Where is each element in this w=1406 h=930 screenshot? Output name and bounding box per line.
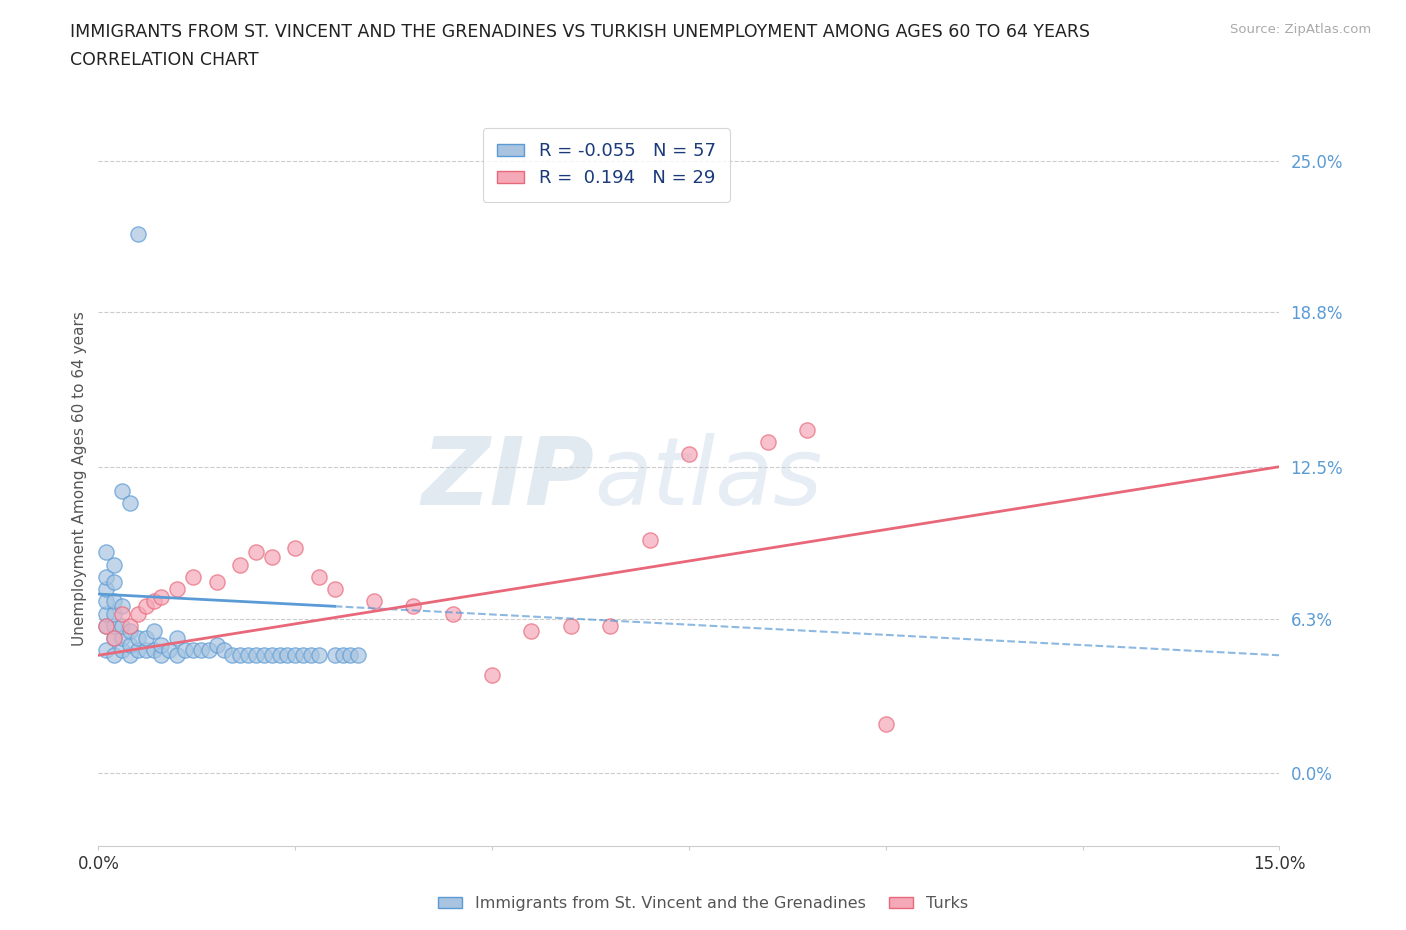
Point [150, 638, 173, 653]
Point [111, 618, 134, 633]
Point [118, 618, 141, 633]
Point [756, 435, 779, 450]
Text: IMMIGRANTS FROM ST. VINCENT AND THE GRENADINES VS TURKISH UNEMPLOYMENT AMONG AGE: IMMIGRANTS FROM ST. VINCENT AND THE GREN… [70, 23, 1090, 41]
Point [118, 638, 141, 653]
Legend: Immigrants from St. Vincent and the Grenadines, Turks: Immigrants from St. Vincent and the Gren… [432, 890, 974, 917]
Point [197, 643, 219, 658]
Point [308, 569, 330, 584]
Point [236, 648, 259, 663]
Point [229, 557, 252, 572]
Point [96, 618, 118, 633]
Point [260, 648, 283, 663]
Legend: R = -0.055   N = 57, R =  0.194   N = 29: R = -0.055 N = 57, R = 0.194 N = 29 [482, 128, 730, 202]
Text: atlas: atlas [595, 433, 823, 525]
Point [157, 643, 180, 658]
Point [245, 648, 267, 663]
Point [284, 540, 307, 555]
Point [127, 227, 149, 242]
Point [205, 575, 228, 590]
Text: ZIP: ZIP [422, 433, 595, 525]
Point [308, 648, 330, 663]
Point [103, 557, 125, 572]
Point [323, 648, 346, 663]
Point [796, 422, 818, 437]
Point [118, 623, 141, 638]
Point [103, 648, 125, 663]
Point [402, 599, 425, 614]
Point [214, 643, 236, 658]
Point [150, 648, 173, 663]
Point [560, 618, 582, 633]
Point [96, 594, 118, 609]
Point [260, 550, 283, 565]
Point [205, 638, 228, 653]
Text: Source: ZipAtlas.com: Source: ZipAtlas.com [1230, 23, 1371, 36]
Point [481, 668, 503, 683]
Point [111, 484, 134, 498]
Point [221, 648, 243, 663]
Point [135, 599, 157, 614]
Point [181, 643, 204, 658]
Point [111, 599, 134, 614]
Text: CORRELATION CHART: CORRELATION CHART [70, 51, 259, 69]
Point [103, 594, 125, 609]
Point [284, 648, 307, 663]
Point [135, 631, 157, 645]
Point [190, 643, 212, 658]
Point [174, 643, 197, 658]
Point [127, 606, 149, 621]
Point [127, 631, 149, 645]
Point [166, 582, 188, 597]
Point [245, 545, 267, 560]
Point [103, 575, 125, 590]
Point [875, 716, 897, 731]
Point [339, 648, 361, 663]
Point [347, 648, 370, 663]
Point [135, 643, 157, 658]
Point [111, 631, 134, 645]
Point [332, 648, 354, 663]
Point [96, 582, 118, 597]
Point [276, 648, 298, 663]
Point [96, 606, 118, 621]
Point [323, 582, 346, 597]
Point [103, 631, 125, 645]
Point [150, 589, 173, 604]
Point [103, 606, 125, 621]
Point [269, 648, 291, 663]
Point [111, 643, 134, 658]
Point [253, 648, 276, 663]
Point [127, 643, 149, 658]
Point [299, 648, 322, 663]
Y-axis label: Unemployment Among Ages 60 to 64 years: Unemployment Among Ages 60 to 64 years [72, 312, 87, 646]
Point [166, 631, 188, 645]
Point [142, 594, 165, 609]
Point [103, 631, 125, 645]
Point [292, 648, 315, 663]
Point [118, 496, 141, 511]
Point [166, 648, 188, 663]
Point [96, 618, 118, 633]
Point [229, 648, 252, 663]
Point [599, 618, 621, 633]
Point [363, 594, 385, 609]
Point [142, 623, 165, 638]
Point [111, 606, 134, 621]
Point [142, 643, 165, 658]
Point [103, 618, 125, 633]
Point [441, 606, 464, 621]
Point [96, 545, 118, 560]
Point [118, 648, 141, 663]
Point [678, 447, 700, 462]
Point [96, 569, 118, 584]
Point [96, 643, 118, 658]
Point [181, 569, 204, 584]
Point [638, 533, 661, 548]
Point [520, 623, 543, 638]
